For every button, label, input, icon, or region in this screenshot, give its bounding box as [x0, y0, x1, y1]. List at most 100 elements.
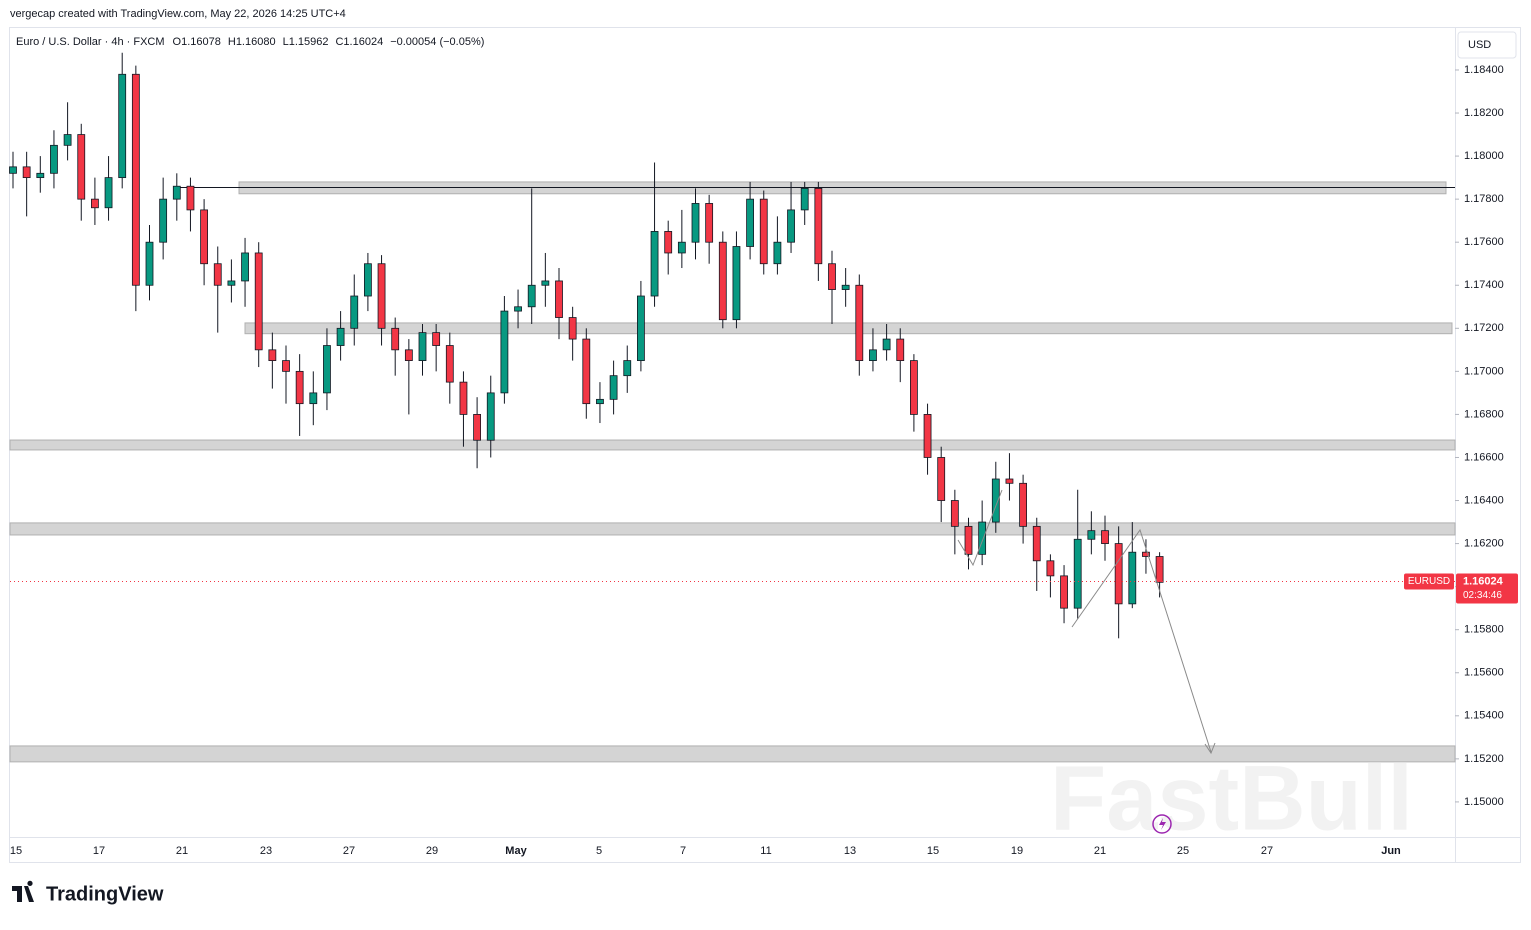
zone — [9, 745, 1456, 763]
pattern-line — [957, 489, 1003, 567]
countdown: 02:34:46 — [1463, 590, 1502, 601]
y-tick-label: 1.15600 — [1464, 667, 1504, 679]
candle-body — [445, 345, 454, 383]
quote-value: −0.00054 (−0.05%) — [390, 36, 484, 48]
candle-body — [377, 263, 386, 329]
candle-body — [923, 414, 932, 458]
y-tick-label: 1.15000 — [1464, 796, 1504, 808]
event-bolt — [1159, 818, 1166, 830]
candle-body — [1155, 556, 1164, 583]
brand-name: TradingView — [46, 883, 164, 905]
candle-body — [131, 73, 140, 286]
candle-body — [459, 381, 468, 415]
x-tick-label: 7 — [680, 845, 686, 857]
candle-body — [323, 345, 331, 394]
candle-body — [855, 284, 864, 361]
candle-body — [1019, 482, 1027, 527]
candle-body — [432, 332, 441, 346]
candle-body — [500, 310, 509, 394]
y-tick-label: 1.16600 — [1464, 451, 1504, 463]
candle-body — [145, 241, 154, 286]
candle-body — [241, 252, 249, 282]
x-tick-label: 29 — [426, 845, 438, 857]
candle-body — [1114, 543, 1123, 605]
currency[interactable]: USD — [1468, 39, 1491, 51]
x-tick-label: 21 — [1094, 845, 1106, 857]
candle-body — [650, 231, 659, 297]
candle-body — [295, 370, 304, 405]
candle-body — [418, 332, 427, 361]
event-icon[interactable] — [1152, 814, 1172, 834]
candle-body — [691, 203, 700, 243]
y-tick-label: 1.18000 — [1464, 150, 1504, 162]
y-tick-label: 1.17600 — [1464, 236, 1504, 248]
candle-body — [172, 185, 181, 200]
y-tick-label: 1.17000 — [1464, 365, 1504, 377]
candle-body — [664, 231, 673, 254]
candle-body — [159, 198, 168, 243]
candle-body — [677, 241, 686, 254]
candle-body — [200, 209, 209, 265]
y-tick-label: 1.18200 — [1464, 107, 1504, 119]
candle-body — [950, 500, 959, 527]
candle-body — [1087, 530, 1096, 540]
candle-body — [404, 349, 413, 361]
candle-body — [50, 144, 58, 174]
quote-value: L1.15962 — [283, 36, 329, 48]
y-tick-label: 1.15400 — [1464, 710, 1504, 722]
brand-logo — [12, 880, 34, 902]
symbol-title: Euro / U.S. Dollar · 4h · FXCM — [16, 36, 165, 48]
candle-body — [63, 134, 72, 146]
candle-body — [118, 73, 127, 179]
arrow-head — [1204, 742, 1216, 755]
header: Euro / U.S. Dollar · 4h · FXCM O1.16078 H… — [16, 36, 484, 48]
candle-body — [1073, 538, 1082, 609]
y-tick-label: 1.16800 — [1464, 408, 1504, 420]
candle-body — [1032, 525, 1041, 562]
candle-body — [978, 521, 987, 555]
candle-body — [773, 241, 782, 265]
candle-body — [336, 327, 345, 346]
candle-body — [486, 392, 495, 441]
zone — [244, 322, 1453, 335]
candle-body — [609, 375, 618, 400]
candle-body — [964, 525, 973, 555]
candle-body — [814, 187, 823, 265]
candle-body — [1005, 478, 1014, 484]
candle-body — [9, 166, 17, 174]
projection-arrow — [1071, 528, 1212, 753]
y-tick-label: 1.17400 — [1464, 279, 1504, 291]
candle-body — [1046, 560, 1055, 577]
candle-body — [282, 360, 290, 372]
candle-body — [568, 317, 577, 340]
quote-value: C1.16024 — [335, 36, 383, 48]
x-tick-label: 11 — [760, 845, 771, 857]
x-tick-label: 15 — [10, 845, 22, 857]
candle-body — [882, 338, 891, 351]
y-tick-label: 1.16400 — [1464, 494, 1504, 506]
candle-body — [910, 360, 918, 415]
brand: TradingView — [12, 880, 164, 905]
candle-body — [77, 134, 86, 200]
candle-body — [800, 187, 809, 211]
candle-body — [104, 177, 113, 209]
currency-box[interactable] — [1457, 31, 1517, 59]
credit: vergecap created with TradingView.com, M… — [10, 8, 346, 20]
candle-body — [514, 306, 522, 312]
candle-body — [254, 252, 263, 351]
candle-body — [787, 209, 795, 243]
x-tick-label: 27 — [343, 845, 355, 857]
candle-body — [36, 172, 45, 179]
candle-body — [1060, 575, 1068, 609]
x-tick-label: May — [505, 845, 527, 857]
quote-value: O1.16078 — [173, 36, 221, 48]
candle-body — [759, 198, 768, 265]
x-tick-label: Jun — [1381, 845, 1401, 857]
x-tick-label: 13 — [844, 845, 856, 857]
symbol-tag-text: EURUSD — [1408, 576, 1450, 587]
x-tick-label: 15 — [927, 845, 939, 857]
candle-body — [22, 166, 31, 179]
candle-body — [841, 284, 850, 290]
y-tick-label: 1.15800 — [1464, 624, 1504, 636]
candle-body — [473, 414, 482, 441]
